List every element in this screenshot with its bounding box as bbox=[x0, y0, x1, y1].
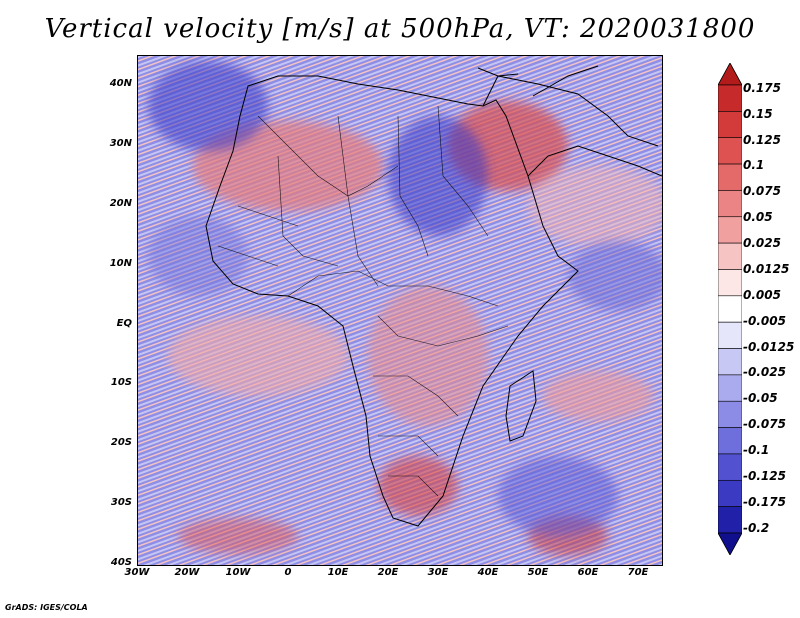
lat-label-eq: EQ bbox=[116, 318, 132, 329]
lon-label-40e: 40E bbox=[477, 567, 499, 578]
colorbar-label-0: 0.175 bbox=[743, 81, 781, 95]
colorbar-label-7: 0.0125 bbox=[743, 262, 790, 276]
lat-label-20n: 20N bbox=[109, 198, 132, 209]
lon-label-20w: 20W bbox=[174, 567, 200, 578]
colorbar-label-5: 0.05 bbox=[743, 210, 773, 224]
colorbar-segment-16 bbox=[718, 479, 742, 507]
colorbar-segment-10 bbox=[718, 321, 742, 349]
colorbar-segment-3 bbox=[718, 137, 742, 165]
lon-label-0: 0 bbox=[284, 567, 292, 578]
colorbar bbox=[718, 63, 742, 555]
colorbar-label-8: 0.005 bbox=[743, 288, 781, 302]
colorbar-segment-17 bbox=[718, 506, 742, 534]
lat-label-10s: 10S bbox=[110, 377, 132, 388]
colorbar-label-2: 0.125 bbox=[743, 133, 781, 147]
colorbar-segment-0 bbox=[718, 63, 742, 86]
colorbar-segment-14 bbox=[718, 427, 742, 455]
colorbar-segment-7 bbox=[718, 242, 742, 270]
subsidence-areas bbox=[148, 61, 662, 536]
lon-label-10e: 10E bbox=[327, 567, 349, 578]
lat-label-10n: 10N bbox=[109, 258, 132, 269]
warm-ascent-areas bbox=[168, 101, 662, 556]
colorbar-segment-11 bbox=[718, 348, 742, 376]
colorbar-label-14: -0.1 bbox=[743, 443, 770, 457]
colorbar-label-13: -0.075 bbox=[743, 417, 786, 431]
colorbar-segment-8 bbox=[718, 269, 742, 297]
lat-label-40s: 40S bbox=[110, 557, 132, 568]
colorbar-segment-1 bbox=[718, 84, 742, 112]
colorbar-segment-2 bbox=[718, 111, 742, 139]
colorbar-label-1: 0.15 bbox=[743, 107, 773, 121]
colorbar-label-12: -0.05 bbox=[743, 391, 778, 405]
colorbar-label-4: 0.075 bbox=[743, 184, 781, 198]
colorbar-segment-18 bbox=[718, 532, 742, 555]
colorbar-segments bbox=[718, 63, 742, 555]
lon-label-20e: 20E bbox=[377, 567, 399, 578]
lat-label-40n: 40N bbox=[109, 78, 132, 89]
colorbar-segment-13 bbox=[718, 400, 742, 428]
map-canvas bbox=[138, 56, 662, 565]
colorbar-label-10: -0.0125 bbox=[743, 340, 795, 354]
colorbar-label-15: -0.125 bbox=[743, 469, 786, 483]
coastlines bbox=[205, 65, 662, 527]
lat-label-30s: 30S bbox=[110, 497, 132, 508]
colorbar-segment-4 bbox=[718, 163, 742, 191]
colorbar-segment-15 bbox=[718, 453, 742, 481]
colorbar-label-17: -0.2 bbox=[743, 521, 770, 535]
colorbar-label-3: 0.1 bbox=[743, 158, 765, 172]
colorbar-label-11: -0.025 bbox=[743, 365, 786, 379]
colorbar-segment-12 bbox=[718, 374, 742, 402]
colorbar-segment-6 bbox=[718, 216, 742, 244]
lon-label-30w: 30W bbox=[124, 567, 150, 578]
lon-label-50e: 50E bbox=[527, 567, 549, 578]
colorbar-label-16: -0.175 bbox=[743, 495, 786, 509]
colorbar-label-6: 0.025 bbox=[743, 236, 781, 250]
colorbar-segment-9 bbox=[718, 295, 742, 323]
grads-credit: GrADS: IGES/COLA bbox=[5, 603, 88, 612]
lon-label-10w: 10W bbox=[225, 567, 251, 578]
velocity-map bbox=[137, 55, 663, 566]
map-title: Vertical velocity [m/s] at 500hPa, VT: 2… bbox=[44, 14, 756, 44]
lon-label-60e: 60E bbox=[577, 567, 599, 578]
country-borders bbox=[217, 105, 509, 497]
lat-label-20s: 20S bbox=[110, 437, 132, 448]
colorbar-segment-5 bbox=[718, 190, 742, 218]
lon-label-30e: 30E bbox=[427, 567, 449, 578]
lon-label-70e: 70E bbox=[627, 567, 649, 578]
lat-label-30n: 30N bbox=[109, 138, 132, 149]
colorbar-label-9: -0.005 bbox=[743, 314, 786, 328]
